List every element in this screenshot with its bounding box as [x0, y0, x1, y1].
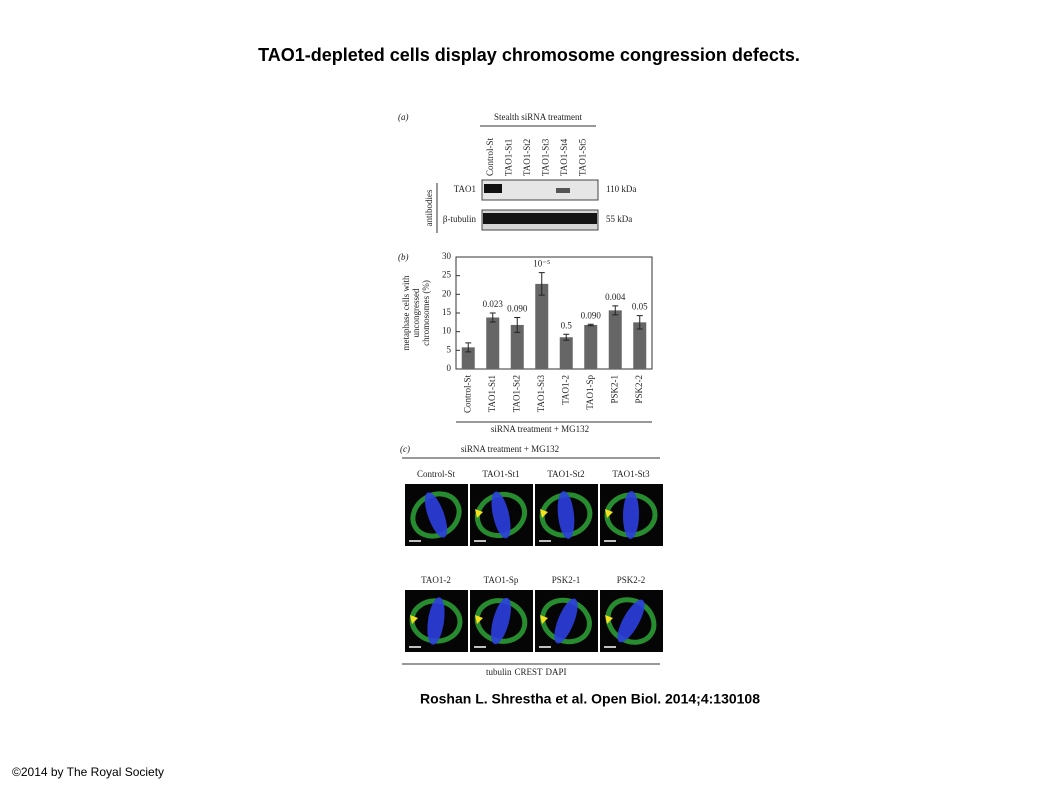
lane-label: TAO1-St3	[541, 138, 551, 176]
x-tick-label: PSK2-1	[609, 375, 619, 404]
x-tick-label: TAO1-St1	[487, 375, 497, 412]
band	[556, 188, 570, 193]
antibody-label: TAO1	[454, 184, 476, 194]
chromosomes	[424, 492, 448, 538]
bar	[510, 324, 524, 369]
x-tick-label: TAO1-Sp	[585, 375, 595, 410]
p-value: 10⁻⁵	[533, 259, 550, 269]
image-label: TAO1-2	[421, 575, 451, 585]
panel-header: Stealth siRNA treatment	[494, 112, 582, 122]
image-label: PSK2-2	[617, 575, 646, 585]
panel-label: (a)	[398, 112, 409, 122]
slide-title: TAO1-depleted cells display chromosome c…	[258, 45, 800, 65]
chromosomes	[617, 599, 645, 643]
arrowhead	[475, 509, 483, 518]
y-tick-label: 25	[442, 270, 452, 280]
x-tick-label: TAO1-St3	[536, 375, 546, 413]
y-axis-label: uncongressed	[411, 288, 421, 337]
bar	[486, 317, 500, 369]
image-label: TAO1-St2	[547, 469, 584, 479]
chromosomes	[554, 598, 578, 644]
arrowhead	[475, 615, 483, 624]
p-value: 0.023	[483, 299, 504, 309]
x-tick-label: TAO1-St2	[511, 375, 521, 412]
image-label: Control-St	[417, 469, 456, 479]
error-bar	[587, 323, 594, 327]
p-value: 0.5	[561, 320, 573, 330]
y-axis-label: chromosomes (%)	[421, 280, 431, 346]
antibody-label: β-tubulin	[443, 214, 477, 224]
lane-label: TAO1-St5	[578, 138, 588, 176]
error-bar	[612, 305, 619, 316]
y-tick-label: 10	[442, 326, 452, 336]
error-bar	[514, 316, 521, 333]
side-label: antibodies	[424, 189, 434, 226]
legend-entry: CREST	[515, 667, 544, 677]
copyright: ©2014 by The Royal Society	[12, 765, 164, 779]
y-tick-label: 0	[447, 363, 452, 373]
x-tick-label: Control-St	[462, 375, 472, 414]
chromosomes	[557, 491, 575, 539]
panel-c: (c) siRNA treatment + MG132	[400, 444, 660, 665]
legend-entry: DAPI	[546, 667, 567, 677]
x-axis-label: siRNA treatment + MG132	[491, 424, 589, 434]
panel-a: (a) Stealth siRNA treatment	[398, 112, 599, 233]
bar	[633, 322, 647, 369]
error-bar	[636, 315, 643, 330]
panel-label: (c)	[400, 444, 410, 454]
bar	[535, 283, 549, 369]
arrowhead	[410, 615, 418, 624]
lane-label: TAO1-St4	[559, 138, 569, 176]
p-value: 0.090	[507, 304, 528, 314]
y-tick-label: 5	[447, 344, 452, 354]
lane-label: TAO1-St2	[522, 139, 532, 176]
band	[484, 184, 502, 193]
p-value: 0.090	[581, 310, 602, 320]
plot-frame	[455, 256, 653, 370]
bar	[608, 310, 622, 369]
bar	[559, 337, 573, 369]
arrowhead	[605, 509, 613, 518]
image-label: TAO1-Sp	[484, 575, 519, 585]
band	[483, 213, 597, 224]
size-label: 55 kDa	[606, 214, 632, 224]
error-bar	[489, 312, 496, 323]
bar	[584, 324, 598, 369]
y-tick-label: 30	[442, 251, 452, 261]
error-bar	[538, 272, 545, 296]
image-label: TAO1-St3	[612, 469, 650, 479]
x-tick-label: PSK2-2	[634, 375, 644, 404]
y-tick-label: 15	[442, 307, 452, 317]
image-label: PSK2-1	[552, 575, 581, 585]
panel-label: (b)	[398, 252, 409, 262]
image-label: TAO1-St1	[482, 469, 519, 479]
error-bar	[465, 342, 472, 353]
arrowhead	[540, 509, 548, 518]
chromosomes	[491, 491, 511, 539]
error-bar	[563, 333, 570, 341]
arrowhead	[540, 615, 548, 624]
panel-header: siRNA treatment + MG132	[461, 444, 559, 454]
chromosomes	[491, 597, 511, 645]
lane-label: Control-St	[485, 137, 495, 176]
y-axis-label: metaphase cells with	[401, 275, 411, 350]
arrowhead	[605, 615, 613, 624]
chromosomes	[622, 491, 640, 539]
p-value: 0.05	[632, 302, 648, 312]
blot	[481, 179, 599, 201]
chromosomes	[427, 597, 445, 645]
legend-entry: tubulin	[486, 667, 512, 677]
size-label: 110 kDa	[606, 184, 636, 194]
bar	[461, 347, 475, 369]
x-tick-label: TAO1-2	[560, 375, 570, 405]
p-value: 0.004	[605, 292, 626, 302]
citation: Roshan L. Shrestha et al. Open Biol. 201…	[420, 691, 760, 707]
y-tick-label: 20	[442, 288, 452, 298]
lane-label: TAO1-St1	[504, 139, 514, 176]
